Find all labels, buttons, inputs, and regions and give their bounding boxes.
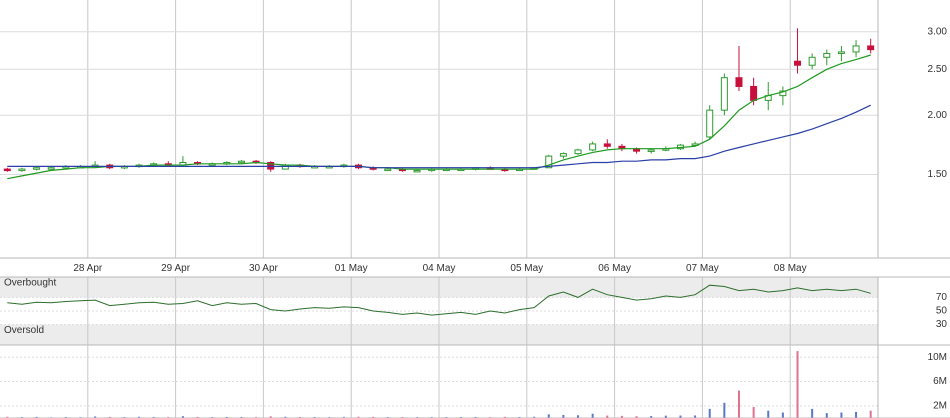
volume-bar (635, 416, 638, 418)
volume-bar (825, 413, 828, 418)
y-tick-label: 1.50 (928, 169, 948, 180)
volume-bar (591, 413, 594, 418)
candle-body (413, 169, 421, 173)
volume-bar (284, 416, 287, 418)
date-label: 05 May (510, 263, 543, 274)
candle-body (18, 168, 26, 172)
volume-bar (108, 416, 111, 418)
volume-bar (708, 408, 711, 418)
volume-bar (181, 416, 184, 418)
rsi-line (7, 284, 871, 316)
date-label: 30 Apr (249, 263, 279, 274)
volume-bar (737, 390, 740, 418)
volume-bar (152, 416, 155, 418)
candle-body (794, 60, 802, 66)
candle-body (720, 77, 728, 111)
volume-bar (606, 415, 609, 418)
volume-bar (6, 416, 9, 418)
y-tick-label: 2.50 (928, 64, 948, 75)
date-label: 28 Apr (73, 263, 103, 274)
volume-bar (474, 416, 477, 418)
candle-body (852, 45, 860, 53)
volume-bar (723, 402, 726, 418)
zone-label: Overbought (4, 278, 56, 289)
volume-bar (694, 415, 697, 418)
candle-body (750, 85, 758, 101)
date-axis-band (0, 258, 950, 277)
candle-body (559, 153, 567, 157)
candle-body (823, 52, 831, 58)
volume-bar (562, 414, 565, 418)
volume-bar (811, 408, 814, 418)
volume-bar (357, 416, 360, 418)
date-label: 07 May (686, 263, 719, 274)
candle-body (237, 160, 245, 164)
volume-bar (752, 407, 755, 418)
date-label: 08 May (774, 263, 807, 274)
candle-body (837, 51, 845, 54)
volume-bar (503, 416, 506, 418)
volume-bar (781, 412, 784, 418)
y-tick-label: 6M (933, 376, 947, 387)
volume-bar (372, 416, 375, 418)
volume-bar (342, 416, 345, 418)
volume-bar (840, 412, 843, 418)
y-tick-label: 3.00 (928, 26, 948, 37)
date-label: 04 May (423, 263, 456, 274)
date-label: 06 May (598, 263, 631, 274)
candle-body (779, 90, 787, 97)
candle-body (574, 149, 582, 155)
zone-label: Oversold (4, 325, 44, 336)
volume-bar (196, 416, 199, 418)
y-tick-label: 50 (936, 306, 948, 317)
volume-bar (620, 415, 623, 418)
candle-body (384, 168, 392, 172)
volume-bar (650, 416, 653, 418)
date-label: 01 May (335, 263, 368, 274)
candle-body (706, 109, 714, 138)
candle-body (3, 168, 11, 172)
candle-body (647, 149, 655, 152)
y-tick-label: 2.00 (928, 110, 948, 121)
candle-body (33, 167, 41, 170)
y-tick-label: 2M (933, 400, 947, 411)
candle-body (603, 143, 611, 147)
volume-bar (664, 415, 667, 418)
volume-bar (679, 415, 682, 418)
volume-bar (547, 414, 550, 418)
volume-bar (35, 416, 38, 418)
volume-bar (796, 351, 799, 418)
y-tick-label: 10M (928, 352, 947, 363)
candle-body (867, 45, 875, 51)
volume-bar (269, 416, 272, 418)
date-label: 29 Apr (161, 263, 191, 274)
candle-body (735, 77, 743, 87)
volume-bar (138, 416, 141, 418)
y-tick-label: 30 (936, 319, 948, 330)
candle-body (808, 56, 816, 66)
moving-average-line (7, 54, 871, 180)
candle-body (267, 161, 275, 170)
volume-bar (533, 416, 536, 418)
volume-bar (577, 415, 580, 418)
candle-body (545, 155, 553, 169)
moving-average-line (7, 104, 871, 169)
volume-bar (855, 411, 858, 418)
volume-bar (225, 416, 228, 418)
volume-bar (94, 416, 97, 418)
candle-body (589, 143, 597, 151)
candle-body (47, 167, 55, 170)
volume-bar (767, 410, 770, 418)
y-tick-label: 70 (936, 292, 948, 303)
volume-bar (869, 410, 872, 418)
